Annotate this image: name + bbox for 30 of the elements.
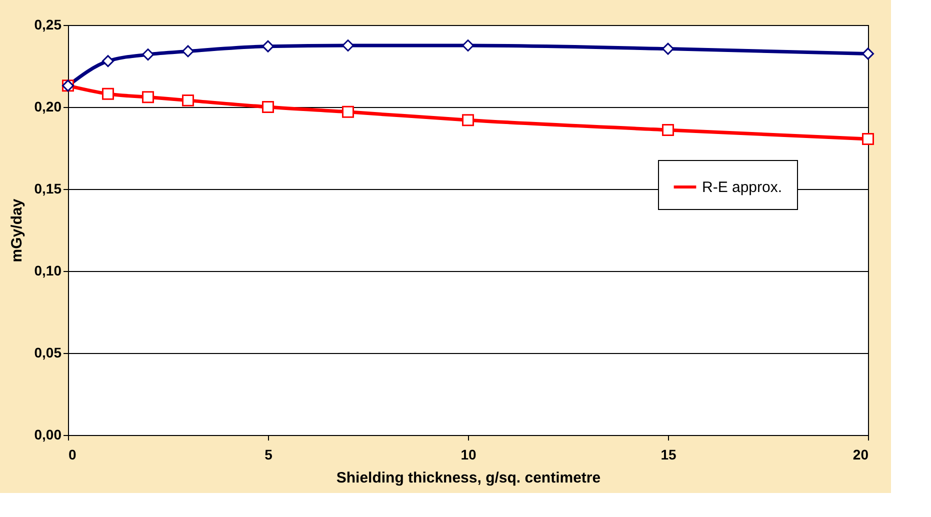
point	[102, 55, 114, 68]
point	[102, 88, 114, 100]
point	[342, 40, 354, 52]
x-tick-label: 0	[68, 446, 76, 462]
point	[862, 48, 874, 60]
x-tick-label: 10	[460, 446, 476, 462]
point	[462, 114, 474, 126]
y-tick-label: 0,15	[34, 180, 62, 196]
y-tick-label: 0,10	[34, 262, 62, 278]
point	[142, 48, 154, 61]
y-axis-title: mGy/day	[8, 198, 26, 262]
x-tick-label: 5	[264, 446, 273, 462]
x-axis-title: Shielding thickness, g/sq. centimetre	[336, 470, 601, 486]
point	[182, 94, 194, 106]
x-tick-label: 15	[660, 446, 676, 462]
point	[262, 101, 274, 113]
point	[862, 132, 874, 145]
point	[662, 124, 674, 136]
y-tick-label: 0,20	[34, 98, 62, 114]
point	[342, 106, 354, 118]
point	[182, 45, 194, 58]
y-tick-label: 0,05	[34, 344, 62, 360]
point	[662, 42, 674, 55]
x-tick-label: 20	[852, 446, 869, 462]
point	[262, 40, 274, 52]
point	[142, 91, 154, 104]
point	[462, 40, 474, 52]
y-tick-label: 0,25	[34, 16, 62, 32]
y-tick-label: 0,00	[34, 426, 62, 442]
legend-label: R-E approx.	[702, 179, 782, 196]
